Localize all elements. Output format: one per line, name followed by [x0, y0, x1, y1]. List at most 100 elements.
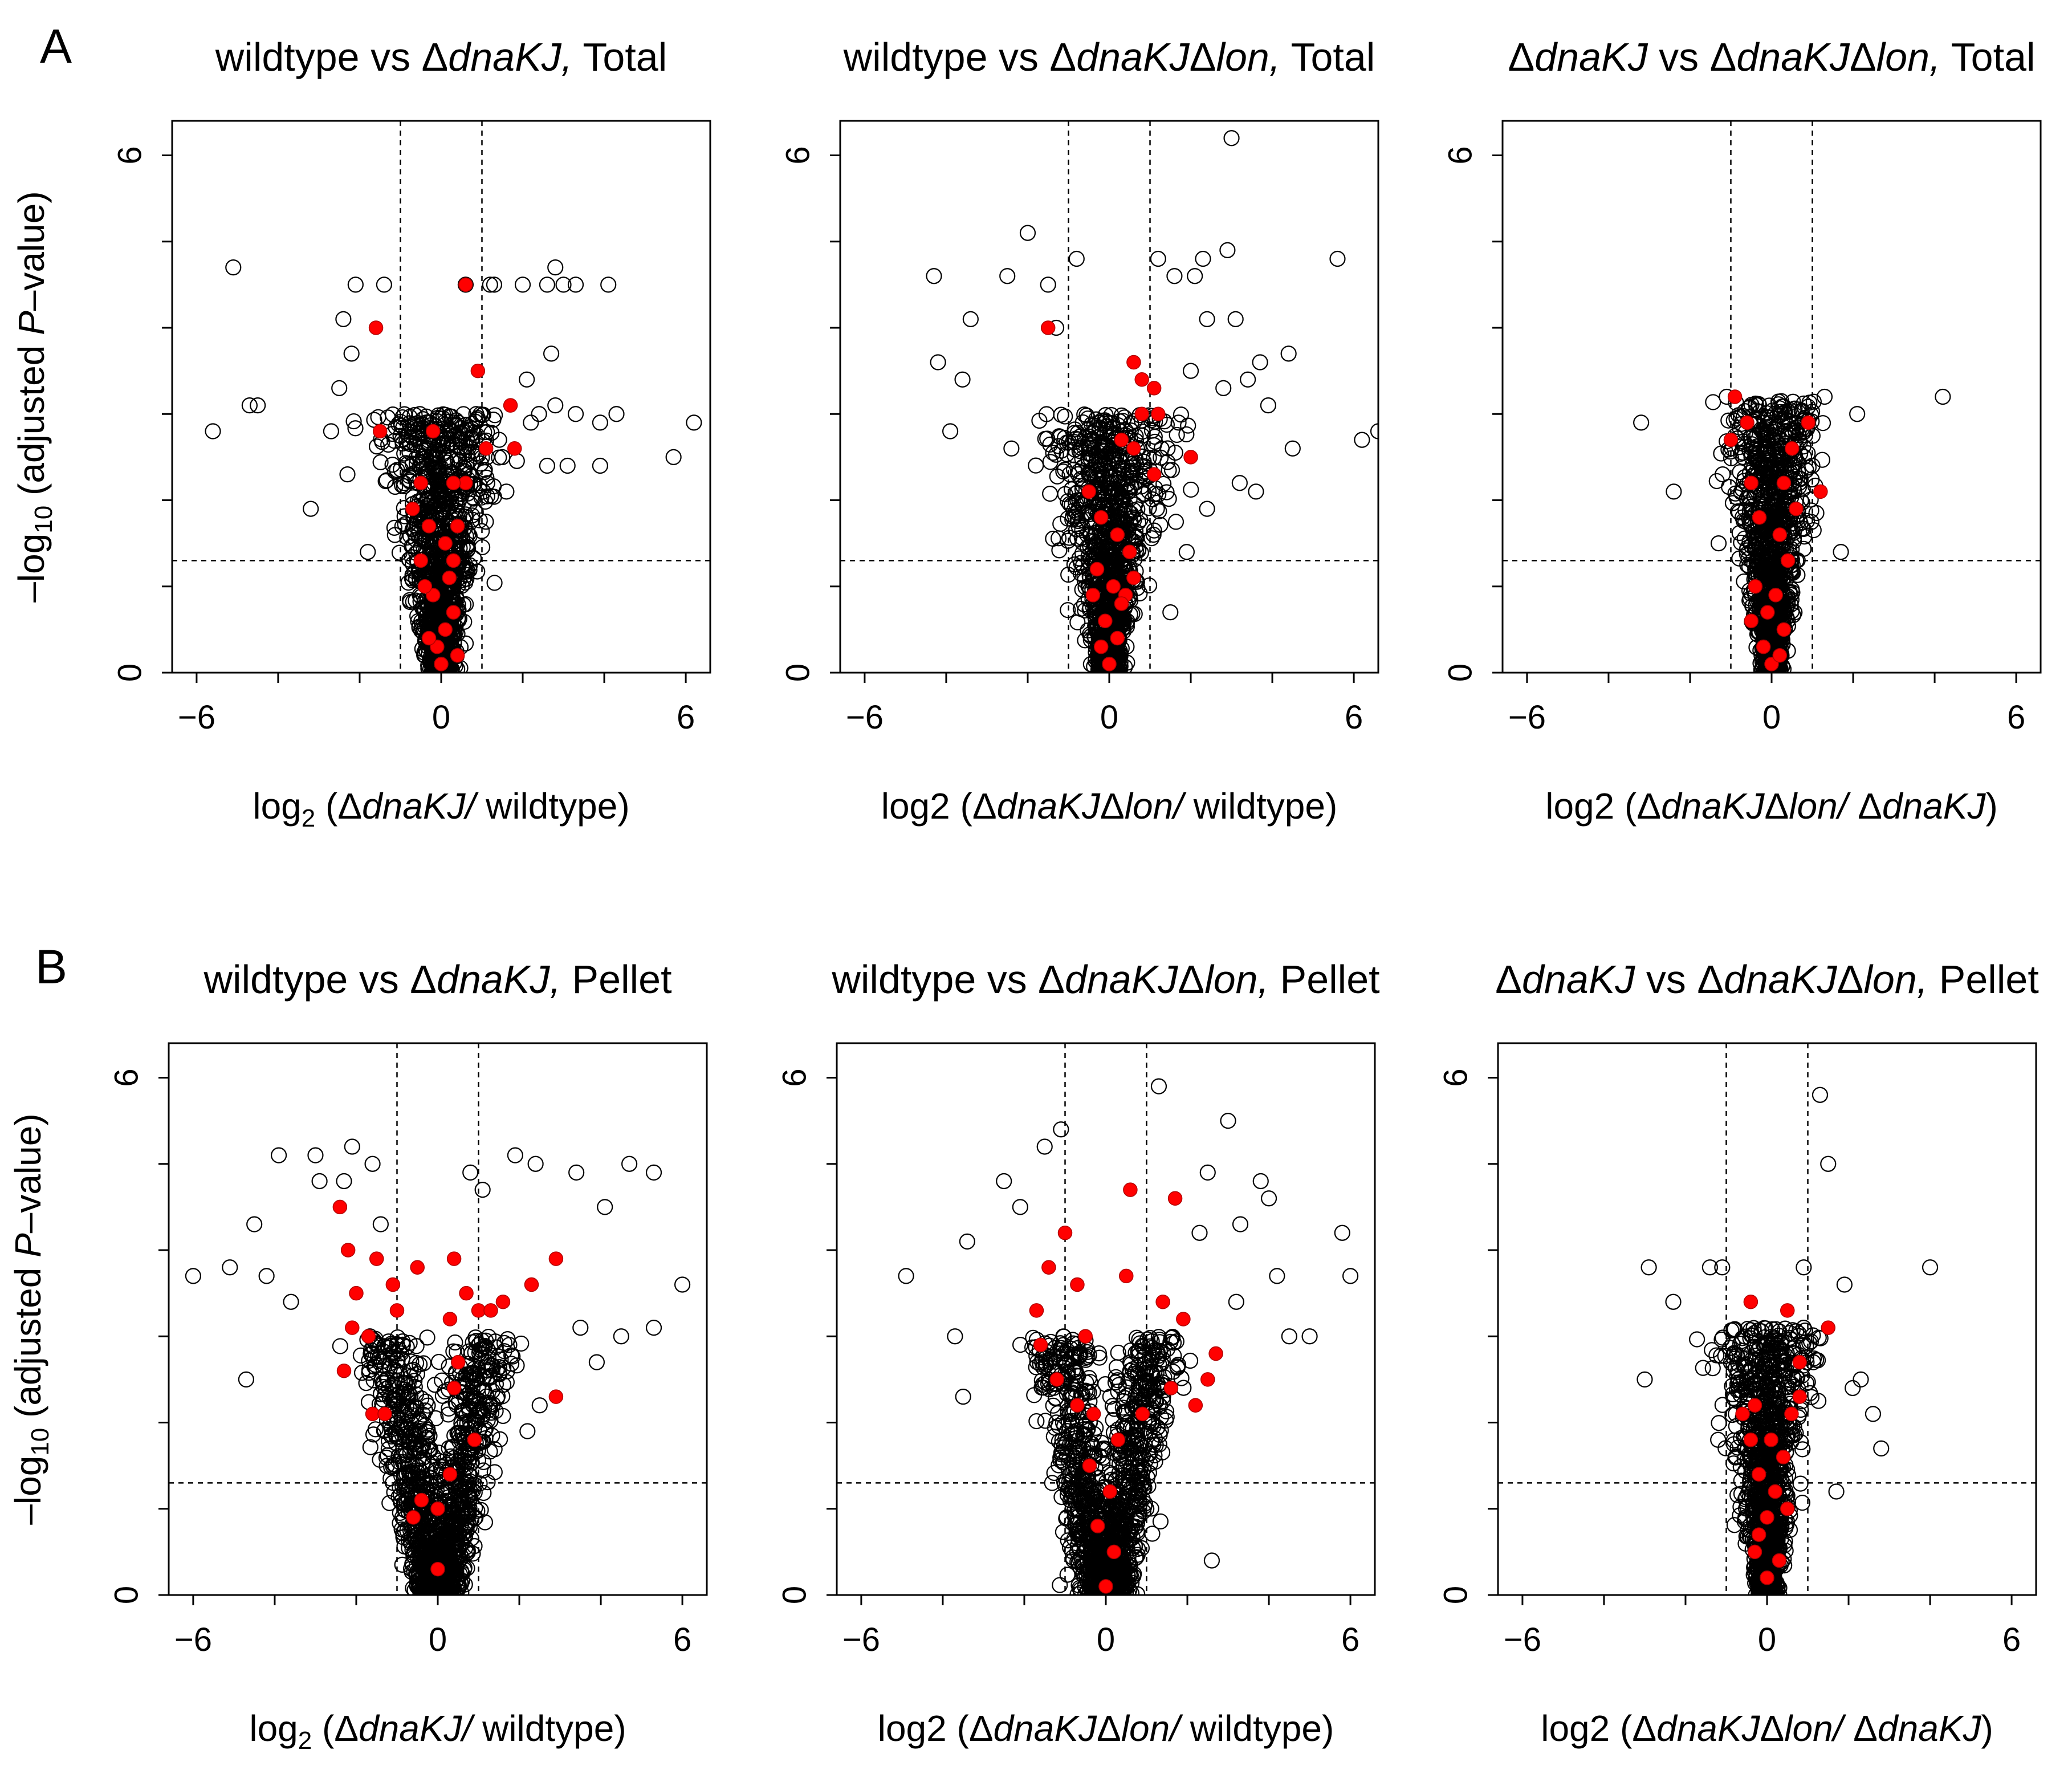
protein-point — [1146, 449, 1162, 466]
protein-point — [1284, 440, 1301, 457]
protein-point — [1763, 516, 1780, 533]
protein-point — [930, 354, 946, 371]
protein-point — [432, 562, 449, 579]
protein-point — [465, 425, 482, 441]
protein-point — [447, 417, 464, 433]
protein-point — [1354, 432, 1370, 448]
protein-point — [471, 512, 488, 528]
protein-point — [543, 345, 560, 362]
protein-point — [383, 1459, 400, 1475]
protein-point — [1073, 511, 1090, 528]
protein-point — [531, 406, 547, 422]
protein-point — [1162, 604, 1179, 621]
protein-point — [384, 457, 401, 473]
protein-point — [483, 425, 500, 441]
protein-point — [1115, 413, 1131, 429]
protein-point — [519, 371, 535, 388]
points-layer — [172, 121, 710, 673]
protein-point — [396, 508, 413, 524]
protein-point — [1784, 584, 1801, 601]
protein-point — [547, 397, 564, 414]
protein-point — [479, 488, 495, 504]
protein-point — [1935, 388, 1951, 405]
protein-point — [418, 459, 435, 475]
highlighted-protein-point — [1789, 501, 1804, 516]
protein-point — [443, 408, 460, 425]
protein-point — [438, 430, 455, 446]
highlighted-protein-point — [1089, 562, 1105, 577]
protein-point — [1166, 268, 1183, 284]
protein-point — [559, 457, 576, 474]
y-axis-label: –log10 (adjusted P–value) — [11, 191, 58, 602]
protein-point — [241, 397, 258, 414]
protein-point — [1732, 445, 1749, 462]
protein-point — [1240, 371, 1256, 388]
protein-point — [467, 504, 484, 520]
highlighted-protein-point — [1098, 613, 1113, 628]
protein-point — [665, 449, 682, 465]
highlighted-protein-point — [1780, 553, 1796, 568]
chart-title: wildtype vs ΔdnaKJ, Total — [215, 35, 667, 79]
x-axis-label: log2 (ΔdnaKJΔlon/ ΔdnaKJ) — [1545, 786, 1998, 827]
protein-point — [339, 466, 356, 483]
protein-point — [345, 413, 362, 430]
protein-point — [405, 572, 421, 589]
protein-point — [1028, 457, 1044, 474]
protein-point — [1042, 454, 1059, 470]
protein-point — [360, 544, 376, 560]
protein-point — [377, 473, 394, 490]
protein-point — [1134, 423, 1151, 440]
highlighted-protein-point — [1801, 415, 1816, 430]
x-tick-label: 6 — [2007, 699, 2025, 736]
protein-point — [1101, 542, 1118, 558]
protein-point — [478, 514, 494, 530]
y-tick-label: 0 — [111, 664, 148, 682]
highlighted-protein-point — [1813, 484, 1828, 499]
highlighted-protein-point — [1776, 475, 1792, 490]
protein-point — [372, 454, 389, 470]
protein-point — [1161, 462, 1177, 478]
protein-point — [1789, 463, 1806, 480]
protein-point — [499, 1331, 516, 1348]
protein-point — [1260, 397, 1277, 414]
protein-point — [1199, 311, 1215, 327]
protein-point — [1038, 406, 1055, 422]
protein-point — [1816, 388, 1833, 405]
protein-point — [1766, 420, 1783, 437]
protein-point — [390, 416, 407, 433]
protein-point — [1791, 474, 1808, 491]
protein-point — [1223, 130, 1240, 147]
protein-point — [1066, 421, 1083, 438]
protein-point — [1077, 602, 1093, 619]
protein-point — [335, 311, 352, 327]
protein-point — [352, 1347, 369, 1364]
protein-point — [942, 423, 959, 440]
protein-point — [479, 475, 495, 491]
protein-point — [418, 442, 434, 458]
protein-point — [1749, 427, 1765, 444]
protein-point — [1771, 570, 1788, 587]
protein-point — [1064, 508, 1081, 525]
highlighted-protein-point — [1146, 381, 1162, 396]
protein-point — [464, 430, 481, 447]
protein-point — [401, 592, 418, 608]
protein-point — [1215, 380, 1232, 396]
protein-point — [398, 434, 414, 450]
protein-point — [385, 1458, 401, 1475]
highlighted-protein-point — [446, 605, 461, 620]
protein-point — [1170, 414, 1187, 431]
highlighted-protein-point — [405, 501, 420, 516]
protein-point — [1747, 395, 1764, 412]
y-tick-label: 0 — [779, 664, 816, 682]
protein-point — [405, 520, 422, 537]
protein-point — [1187, 268, 1203, 284]
protein-point — [1774, 596, 1791, 612]
protein-point — [1776, 427, 1792, 444]
protein-point — [343, 345, 360, 362]
protein-point — [450, 493, 467, 510]
protein-point — [1753, 487, 1769, 504]
protein-point — [426, 441, 443, 458]
protein-point — [419, 497, 436, 514]
